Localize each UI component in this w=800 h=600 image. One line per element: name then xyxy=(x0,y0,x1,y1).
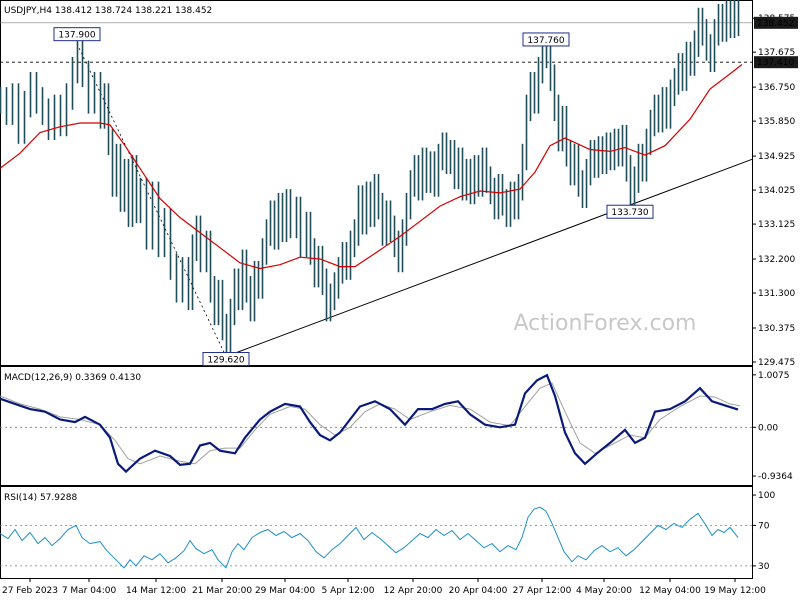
rsi-ytick-label: 70 xyxy=(758,521,770,531)
price-title: USDJPY,H4 138.412 138.724 138.221 138.45… xyxy=(4,6,212,16)
rsi-panel: RSI(14) 57.9288 100 70 30 xyxy=(0,491,775,572)
rsi-line xyxy=(0,507,738,568)
x-tick-label: 20 Apr 04:00 xyxy=(449,586,508,596)
price-ytick-label: 133.125 xyxy=(758,220,795,230)
annotation-label: 137.760 xyxy=(527,36,564,46)
x-tick-label: 12 May 04:00 xyxy=(639,586,701,596)
macd-frame xyxy=(1,367,753,486)
macd-panel: MACD(12,26,9) 0.3369 0.4130 1.0075 0.00 -0.… xyxy=(0,371,793,482)
price-ytick-label: 131.300 xyxy=(758,289,795,299)
price-ytick-label: 134.025 xyxy=(758,186,795,196)
macd-ytick-label: -0.9364 xyxy=(758,472,793,482)
x-tick-label: 29 Mar 04:00 xyxy=(255,586,315,596)
x-tick-label: 5 Apr 12:00 xyxy=(322,586,375,596)
rsi-ytick-label: 30 xyxy=(758,562,770,572)
price-ytick-label: 135.850 xyxy=(758,117,795,127)
price-ytick-label: 136.750 xyxy=(758,83,795,93)
macd-ytick-label: 1.0075 xyxy=(758,371,790,381)
x-tick-label: 12 Apr 20:00 xyxy=(384,586,443,596)
x-tick-label: 21 Mar 20:00 xyxy=(192,586,252,596)
rsi-ytick-label: 100 xyxy=(758,491,775,501)
price-ytick-label: 130.375 xyxy=(758,324,795,334)
x-axis: 27 Feb 2023 7 Mar 04:00 14 Mar 12:00 21 Mar… xyxy=(2,578,766,596)
price-ytick-label: 129.475 xyxy=(758,358,795,368)
x-tick-label: 14 Mar 12:00 xyxy=(126,586,186,596)
price-ytick-label: 134.925 xyxy=(758,152,795,162)
x-tick-label: 27 Apr 12:00 xyxy=(513,586,572,596)
watermark: ActionForex.com xyxy=(514,311,697,336)
level-price-tag: 137.410 xyxy=(757,58,794,68)
panel-frames xyxy=(1,1,753,579)
macd-title: MACD(12,26,9) 0.3369 0.4130 xyxy=(4,373,141,383)
swing-dotted-line xyxy=(77,44,226,357)
macd-line xyxy=(0,375,738,471)
x-tick-label: 4 May 20:00 xyxy=(576,586,632,596)
x-tick-label: 27 Feb 2023 xyxy=(2,586,58,596)
x-tick-label: 7 Mar 04:00 xyxy=(62,586,117,596)
rsi-title: RSI(14) 57.9288 xyxy=(4,493,77,503)
x-tick-label: 19 May 12:00 xyxy=(704,586,766,596)
price-ytick-label: 132.200 xyxy=(758,255,795,265)
annotation-label: 133.730 xyxy=(611,208,648,218)
current-price-tag: 138.452 xyxy=(757,19,794,29)
annotation-label: 137.900 xyxy=(58,31,95,41)
rsi-frame xyxy=(1,487,753,579)
annotation-label: 129.620 xyxy=(207,356,244,366)
macd-signal-line xyxy=(0,383,740,464)
macd-ytick-label: 0.00 xyxy=(758,423,778,433)
